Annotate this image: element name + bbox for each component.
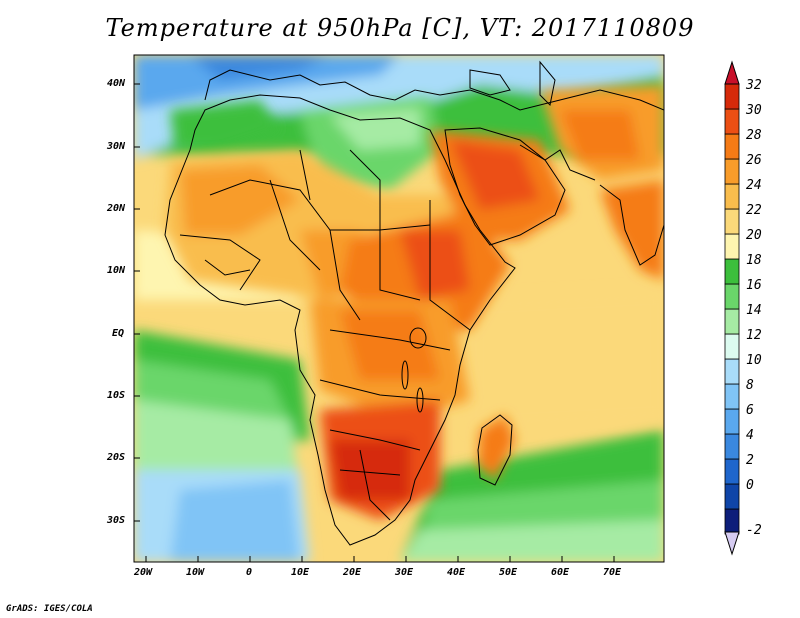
lat-label-eq: EQ: [112, 328, 125, 339]
lon-label-0: 0: [246, 567, 253, 578]
lon-label-30e: 30E: [395, 567, 414, 578]
lat-label-20s: 20S: [107, 452, 126, 463]
lat-label-30s: 30S: [107, 515, 126, 526]
lat-label-10n: 10N: [107, 265, 126, 276]
colorbar-label: 30: [746, 103, 762, 118]
colorbar-label: 0: [746, 478, 754, 493]
colorbar-label: 20: [746, 228, 762, 243]
colorbar-swatch: [724, 158, 740, 185]
colorbar-label: -2: [746, 523, 762, 538]
lat-label-40n: 40N: [107, 78, 126, 89]
colorbar-label: 2: [746, 453, 754, 468]
colorbar-label: 14: [746, 303, 762, 318]
colorbar-swatch: [724, 483, 740, 510]
colorbar-label: 32: [746, 78, 762, 93]
colorbar-swatch: [724, 233, 740, 260]
colorbar-bottom-arrow: [724, 531, 740, 556]
lon-label-70e: 70E: [603, 567, 622, 578]
colorbar-swatch: [724, 133, 740, 160]
colorbar-label: 12: [746, 328, 762, 343]
lon-label-40e: 40E: [447, 567, 466, 578]
colorbar-swatch: [724, 183, 740, 210]
lat-label-30n: 30N: [107, 141, 126, 152]
colorbar-swatch: [724, 333, 740, 360]
colorbar-swatch: [724, 258, 740, 285]
map-title: Temperature at 950hPa [C], VT: 201711080…: [105, 14, 695, 42]
lat-label-20n: 20N: [107, 203, 126, 214]
colorbar-top-arrow: [724, 60, 740, 85]
colorbar-swatch: [724, 108, 740, 135]
colorbar-swatch: [724, 433, 740, 460]
colorbar-swatch: [724, 408, 740, 435]
colorbar-label: 26: [746, 153, 762, 168]
colorbar-swatch: [724, 458, 740, 485]
colorbar: [724, 60, 740, 556]
colorbar-label: 4: [746, 428, 754, 443]
axis-ticks: [134, 83, 615, 562]
colorbar-label: 16: [746, 278, 762, 293]
lon-label-20e: 20E: [343, 567, 362, 578]
colorbar-label: 24: [746, 178, 762, 193]
credit-text: GrADS: IGES/COLA: [6, 604, 93, 614]
lon-label-10w: 10W: [186, 567, 205, 578]
lat-label-10s: 10S: [107, 390, 126, 401]
lon-label-10e: 10E: [291, 567, 310, 578]
colorbar-label: 18: [746, 253, 762, 268]
lon-label-20w: 20W: [134, 567, 153, 578]
colorbar-label: 28: [746, 128, 762, 143]
colorbar-label: 8: [746, 378, 754, 393]
colorbar-label: 6: [746, 403, 754, 418]
colorbar-swatch: [724, 358, 740, 385]
coastlines: [164, 60, 664, 546]
lon-label-50e: 50E: [499, 567, 518, 578]
colorbar-swatch: [724, 383, 740, 410]
colorbar-swatch: [724, 308, 740, 335]
colorbar-swatch: [724, 508, 740, 535]
colorbar-label: 22: [746, 203, 762, 218]
colorbar-label: 10: [746, 353, 762, 368]
lon-label-60e: 60E: [551, 567, 570, 578]
map-frame: [133, 54, 665, 563]
colorbar-swatch: [724, 208, 740, 235]
colorbar-swatch: [724, 83, 740, 110]
colorbar-swatch: [724, 283, 740, 310]
temperature-field: [134, 55, 664, 562]
